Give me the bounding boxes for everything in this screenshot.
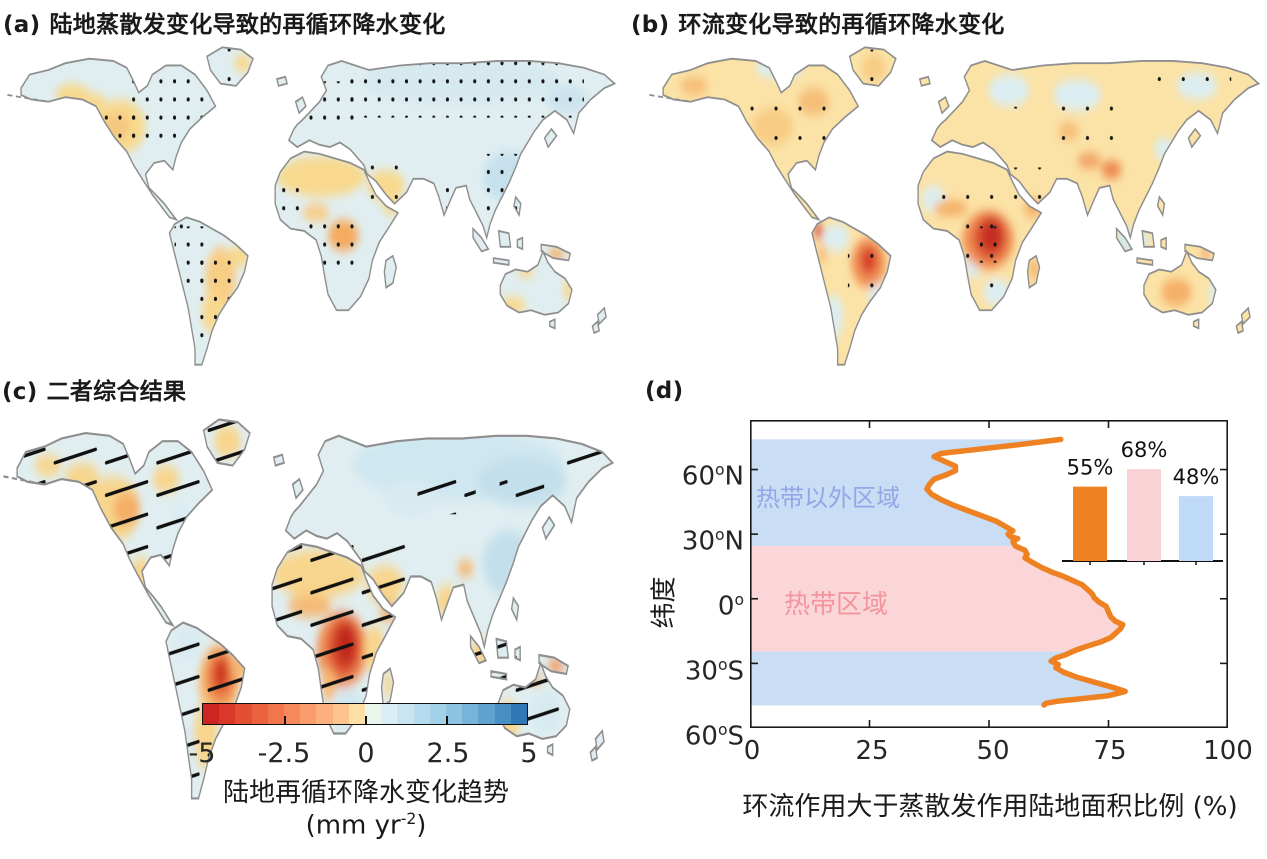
colorbar-tick-label: 0 (357, 738, 375, 769)
panel-c-label: (c) (2, 379, 38, 405)
panel-d-ylabel: 纬度 (649, 576, 680, 629)
map-circulation-change (649, 46, 1260, 366)
panel-b-title-text: 环流变化导致的再循环降水变化 (678, 12, 1005, 38)
colorbar-tick-mark (284, 716, 286, 724)
colorbar-swatch (429, 704, 447, 724)
inset-bar (1127, 469, 1161, 561)
x-tick-0: 0 (743, 736, 761, 766)
colorbar-tick-label: -5 (188, 738, 216, 769)
colorbar (202, 703, 528, 725)
panel-b-title: (b) 环流变化导致的再循环降水变化 (631, 5, 1005, 39)
colorbar-swatch (251, 704, 268, 724)
latitude-band (750, 439, 1061, 546)
map-evapotranspiration-change (7, 46, 616, 366)
colorbar-units: (mm yr-2) (305, 810, 427, 841)
colorbar-swatch (381, 704, 398, 724)
panel-d-label: (d) (645, 378, 684, 404)
x-tick-25: 25 (855, 736, 889, 766)
panel-c-title: (c) 二者综合结果 (2, 372, 186, 406)
panel-a-label: (a) (3, 12, 41, 38)
aleutian-islands (7, 94, 49, 103)
x-tick-75: 75 (1093, 736, 1127, 766)
colorbar-tick-mark (446, 716, 448, 724)
panel-d-plot: 55% 68%48% (750, 420, 1229, 728)
inset-bar-label: 68% (1121, 438, 1168, 462)
panel-c-title-text: 二者综合结果 (46, 379, 187, 405)
panel-b-label: (b) (631, 12, 670, 38)
colorbar-swatch (300, 704, 317, 724)
x-tick-50: 50 (976, 736, 1010, 766)
inset-bar (1073, 486, 1107, 561)
colorbar-swatch (284, 704, 301, 724)
colorbar-tick-label: 5 (520, 738, 538, 769)
colorbar-tick-mark (365, 716, 367, 724)
colorbar-tick-label: -2.5 (257, 738, 311, 769)
y-tick-0: 0o (717, 591, 744, 622)
y-tick-30s: 30oS (684, 656, 744, 687)
colorbar-swatch (446, 704, 463, 724)
y-tick-30n: 30oN (681, 526, 744, 557)
colorbar-swatch (365, 704, 382, 724)
colorbar-swatch (397, 704, 414, 724)
y-tick-60s: 60oS (684, 721, 744, 752)
colorbar-swatch (348, 704, 366, 724)
latitude-profile-line (924, 436, 1128, 708)
inset-bar-label: 55% (1067, 456, 1114, 480)
colorbar-swatch (494, 704, 511, 724)
panel-a-title-text: 陆地蒸散发变化导致的再循环降水变化 (49, 12, 446, 38)
colorbar-swatch (332, 704, 349, 724)
extratropics-region-label: 热带以外区域 (756, 484, 900, 512)
x-tick-100: 100 (1203, 736, 1253, 766)
aleutian-islands (3, 475, 45, 486)
inset-bar (1179, 496, 1213, 561)
latitude-band (750, 546, 1123, 652)
tropics-region-label: 热带区域 (784, 590, 889, 620)
colorbar-swatch (203, 704, 220, 724)
colorbar-swatch (267, 704, 285, 724)
latitude-band (750, 651, 1126, 706)
colorbar-swatch (316, 704, 333, 724)
panel-d-xlabel: 环流作用大于蒸散发作用陆地面积比例 (%) (742, 792, 1238, 822)
y-tick-60n: 60oN (681, 461, 744, 492)
map-b-stipple-regions (748, 49, 1232, 295)
colorbar-swatch (478, 704, 495, 724)
panel-a-title: (a) 陆地蒸散发变化导致的再循环降水变化 (3, 5, 446, 39)
colorbar-swatch (510, 704, 528, 724)
colorbar-swatch (462, 704, 479, 724)
colorbar-swatch (235, 704, 252, 724)
colorbar-swatch (413, 704, 430, 724)
colorbar-swatch (219, 704, 236, 724)
colorbar-swatches (203, 704, 528, 724)
aleutian-islands (649, 94, 691, 103)
inset-bar-label: 48% (1173, 465, 1220, 489)
colorbar-title: 陆地再循环降水变化趋势 (222, 778, 509, 808)
colorbar-tick-label: 2.5 (426, 738, 470, 769)
